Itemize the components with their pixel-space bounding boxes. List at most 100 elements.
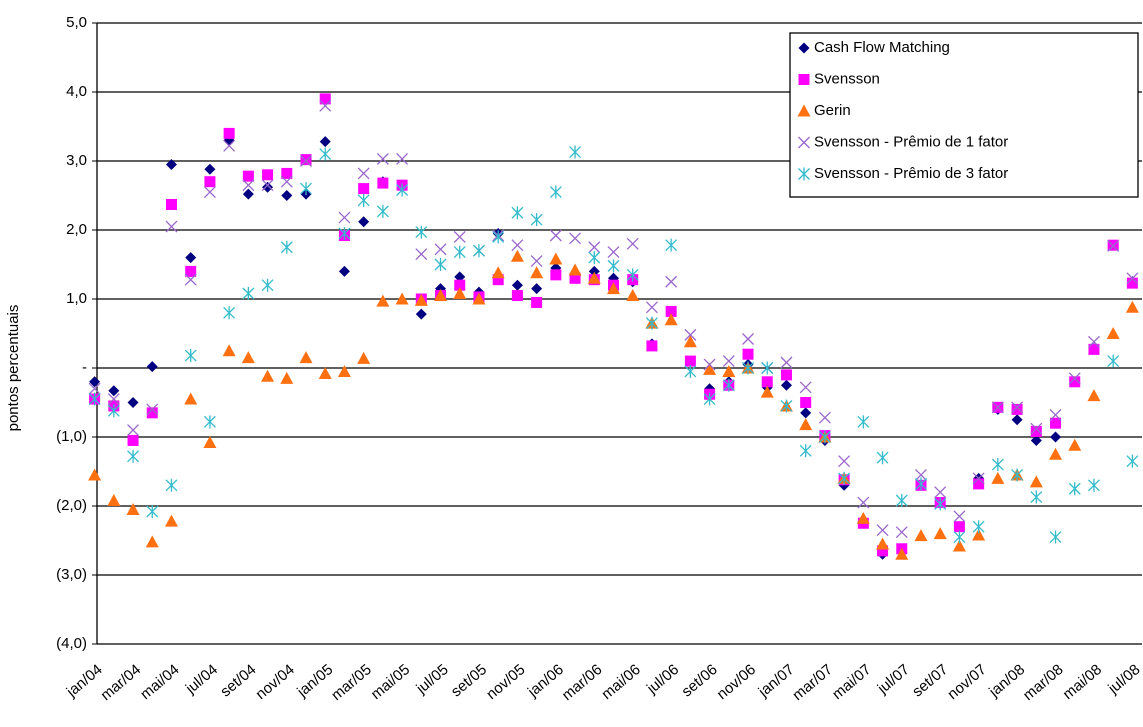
point xyxy=(646,340,658,352)
point xyxy=(146,505,159,519)
point xyxy=(165,198,177,210)
point xyxy=(242,188,254,200)
point xyxy=(568,263,582,276)
point xyxy=(415,308,427,320)
x-tick-label: mar/06 xyxy=(559,661,606,704)
y-tick-label: (3,0) xyxy=(56,566,87,583)
point xyxy=(588,265,600,277)
x-tick-label: mar/04 xyxy=(97,661,144,704)
point xyxy=(742,348,754,360)
point xyxy=(1029,475,1043,488)
point xyxy=(376,204,389,218)
point xyxy=(358,183,370,195)
point xyxy=(703,358,716,371)
point xyxy=(953,521,965,533)
point xyxy=(549,252,563,265)
point xyxy=(300,182,312,196)
point xyxy=(126,502,140,515)
point xyxy=(434,258,447,271)
point xyxy=(876,524,889,537)
legend-label: Svensson - Prêmio de 1 fator xyxy=(814,133,1008,150)
point xyxy=(358,216,370,228)
point xyxy=(742,333,754,345)
point xyxy=(414,293,428,306)
point xyxy=(761,376,773,388)
point xyxy=(472,292,486,305)
point xyxy=(761,361,774,375)
point xyxy=(915,477,927,491)
legend-box xyxy=(789,32,1139,198)
point xyxy=(454,279,466,291)
point xyxy=(454,271,466,283)
point xyxy=(895,493,908,507)
point xyxy=(1011,414,1023,426)
point xyxy=(319,147,332,161)
point xyxy=(531,296,543,308)
point xyxy=(953,510,966,523)
point xyxy=(626,268,639,282)
point xyxy=(607,259,620,273)
point xyxy=(473,244,485,258)
point xyxy=(530,213,543,227)
point xyxy=(607,282,620,295)
point xyxy=(818,411,831,424)
point xyxy=(88,392,101,406)
point xyxy=(1011,403,1023,415)
point xyxy=(127,397,139,408)
point xyxy=(241,351,255,364)
point xyxy=(338,226,351,240)
y-tick-label: 5,0 xyxy=(66,14,87,31)
point xyxy=(396,152,409,165)
x-tick-label: nov/04 xyxy=(252,661,297,703)
point xyxy=(280,175,293,188)
point xyxy=(800,397,812,408)
legend-label: Gerin xyxy=(814,102,851,119)
point xyxy=(510,249,524,262)
point xyxy=(877,545,889,557)
point xyxy=(262,169,274,181)
point xyxy=(607,246,620,259)
legend: Cash Flow Matching Svensson Gerin Svensson … xyxy=(789,32,1139,198)
point xyxy=(280,371,294,384)
point xyxy=(1087,478,1100,492)
point xyxy=(146,407,158,419)
point xyxy=(780,356,793,369)
x-tick-label: mai/04 xyxy=(137,661,182,703)
x-tick-label: mai/06 xyxy=(598,661,643,703)
point xyxy=(722,378,735,392)
point xyxy=(722,355,735,368)
y-tick-label: 1,0 xyxy=(66,290,87,307)
x-tick-label: jul/06 xyxy=(643,661,682,698)
point xyxy=(876,451,889,465)
point xyxy=(146,361,158,373)
point xyxy=(857,415,870,429)
point xyxy=(319,99,332,112)
point xyxy=(914,529,928,542)
point xyxy=(184,392,198,405)
point xyxy=(703,362,717,375)
point xyxy=(722,364,736,377)
point xyxy=(1049,447,1063,460)
point xyxy=(1049,530,1062,544)
x-tick-label: set/05 xyxy=(448,661,490,700)
point xyxy=(1126,454,1139,468)
point xyxy=(281,190,293,201)
legend-marker xyxy=(798,42,810,54)
x-tick-label: mai/07 xyxy=(829,661,874,703)
point xyxy=(261,179,274,192)
point xyxy=(1069,376,1081,388)
point xyxy=(991,471,1005,484)
point xyxy=(396,183,409,197)
point xyxy=(281,167,293,179)
point xyxy=(89,376,101,388)
x-tick-label: nov/06 xyxy=(714,661,759,703)
legend-label: Svensson xyxy=(814,70,880,87)
point xyxy=(818,430,831,444)
point xyxy=(972,472,985,485)
point xyxy=(626,289,640,302)
point xyxy=(511,279,523,291)
point xyxy=(895,547,909,560)
point xyxy=(780,399,793,413)
point xyxy=(184,273,197,286)
point xyxy=(415,225,428,239)
